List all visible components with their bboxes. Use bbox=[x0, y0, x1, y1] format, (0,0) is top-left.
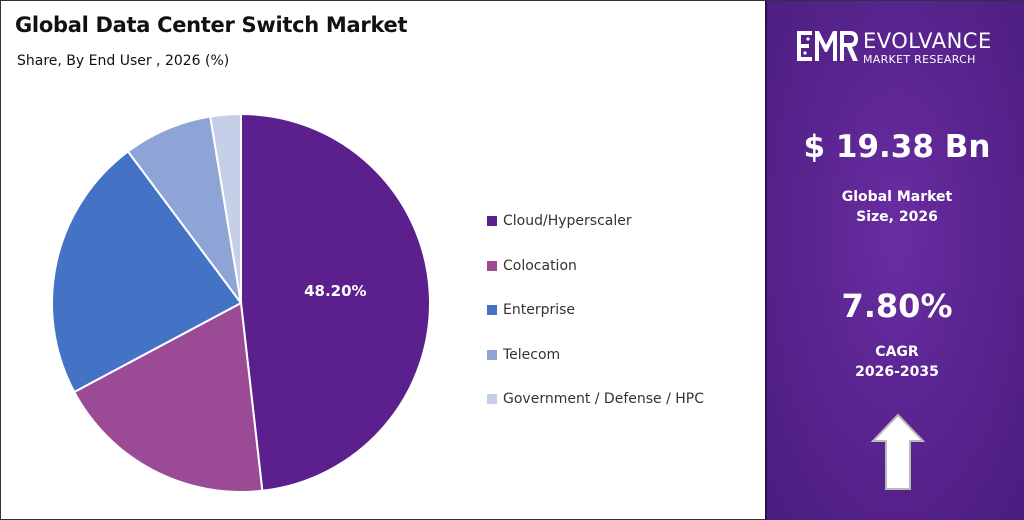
brand-name: EVOLVANCE bbox=[863, 29, 992, 53]
market-size-value: $ 19.38 Bn bbox=[803, 129, 991, 165]
pie-slice-enterprise bbox=[51, 150, 243, 394]
legend-label-enterprise: Enterprise bbox=[503, 302, 576, 318]
chart-title: Global Data Center Switch Market bbox=[15, 13, 408, 37]
pie-slice-colocation bbox=[72, 301, 264, 493]
cagr-label: CAGR 2026-2035 bbox=[767, 342, 1024, 382]
market-size-label: Global Market Size, 2026 bbox=[767, 187, 1024, 227]
legend-item-enterprise: Enterprise bbox=[487, 300, 757, 320]
chart-subtitle: Share, By End User , 2026 (%) bbox=[17, 53, 230, 69]
pie-slice-government-defense-hpc bbox=[209, 112, 242, 304]
legend-label-colocation: Colocation bbox=[503, 257, 577, 274]
pie-data-label: 48.20% bbox=[304, 282, 366, 300]
legend-item-government-defense-hpc: Government / Defense / HPC bbox=[487, 389, 757, 409]
pie-chart: 48.20% bbox=[51, 112, 432, 493]
legend-swatch-colocation bbox=[487, 260, 497, 271]
cagr-value: 7.80% bbox=[841, 287, 953, 325]
brand-logo: EVOLVANCE MARKET RESEARCH bbox=[797, 27, 1017, 67]
legend-label-telecom: Telecom bbox=[503, 346, 561, 363]
legend-item-cloud-hyperscaler: Cloud/Hyperscaler bbox=[487, 211, 757, 231]
market-size-label-line2: Size, 2026 bbox=[856, 209, 938, 225]
legend-swatch-enterprise bbox=[487, 305, 497, 315]
legend-swatch-cloud-hyperscaler bbox=[487, 216, 497, 226]
emr-logo-mark bbox=[797, 31, 858, 61]
brand-tagline: MARKET RESEARCH bbox=[863, 53, 976, 66]
legend-label-cloud-hyperscaler: Cloud/Hyperscaler bbox=[503, 213, 632, 229]
legend-label-government-defense-hpc: Government / Defense / HPC bbox=[503, 391, 705, 407]
legend-item-colocation: Colocation bbox=[487, 256, 757, 276]
up-arrow-icon bbox=[871, 413, 925, 490]
summary-panel: EVOLVANCE MARKET RESEARCH $ 19.38 Bn Glo… bbox=[765, 1, 1024, 520]
market-size-label-line1: Global Market bbox=[841, 189, 953, 205]
legend-swatch-government-defense-hpc bbox=[487, 394, 497, 404]
legend-swatch-telecom bbox=[487, 349, 497, 360]
legend-item-telecom: Telecom bbox=[487, 345, 757, 365]
pie-slice-cloud-hyperscaler bbox=[240, 112, 432, 492]
chart-legend: Cloud/Hyperscaler Colocation Enterprise … bbox=[487, 211, 757, 434]
chart-panel: Global Data Center Switch Market Share, … bbox=[1, 1, 765, 520]
cagr-label-line2: 2026-2035 bbox=[855, 364, 939, 380]
cagr-label-line1: CAGR bbox=[875, 344, 919, 360]
